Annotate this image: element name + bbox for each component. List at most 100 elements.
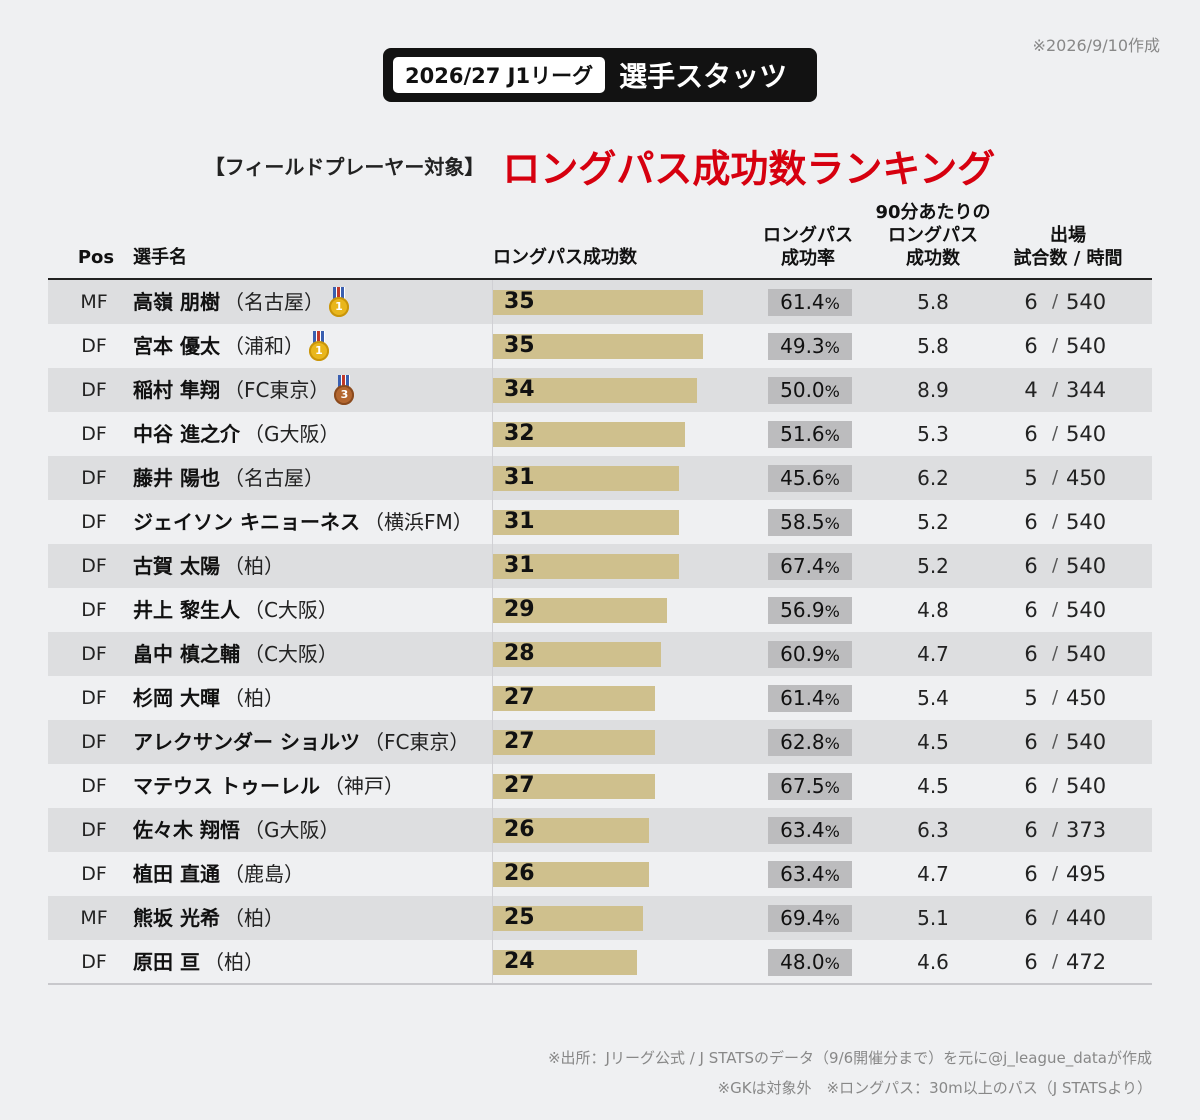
position-label: DF (81, 951, 107, 973)
games-played: 6 (1024, 510, 1038, 534)
player-cell: 井上 黎生人 （C大阪） (133, 588, 338, 632)
col-header-apps: 出場 試合数 / 時間 (1003, 224, 1133, 270)
success-rate-value: 61.4 (780, 290, 825, 314)
col-header-per90-line2: ロングパス (888, 225, 978, 246)
games-played: 6 (1024, 862, 1038, 886)
col-header-apps-line1: 出場 (1050, 225, 1086, 246)
games-played: 6 (1024, 774, 1038, 798)
table-row: DF 古賀 太陽 （柏） 31 67.4% 5.2 6 / 540 (48, 544, 1152, 588)
player-club: （柏） (223, 906, 284, 930)
apps-separator: / (1051, 863, 1059, 884)
percent-unit: % (824, 646, 840, 665)
apps-separator: / (1051, 335, 1059, 356)
long-pass-value: 24 (504, 949, 535, 974)
position-label: MF (80, 907, 108, 929)
games-played: 6 (1024, 950, 1038, 974)
player-name: 稲村 隼翔 (133, 378, 220, 402)
player-cell: 稲村 隼翔 （FC東京） 3 (133, 368, 355, 412)
long-pass-value: 31 (504, 553, 535, 578)
player-club: （G大阪） (243, 818, 340, 842)
success-rate-box: 69.4% (768, 905, 852, 932)
success-rate-value: 63.4 (780, 818, 825, 842)
col-header-pos: Pos (77, 247, 115, 268)
minutes-played: 344 (1066, 378, 1107, 402)
apps-separator: / (1051, 907, 1059, 928)
long-pass-value: 28 (504, 641, 535, 666)
table-row: DF 中谷 進之介 （G大阪） 32 51.6% 5.3 6 / 540 (48, 412, 1152, 456)
long-pass-value: 27 (504, 729, 535, 754)
success-rate-value: 62.8 (780, 730, 825, 754)
long-pass-bar (493, 862, 649, 887)
minutes-played: 540 (1066, 730, 1107, 754)
success-rate-box: 61.4% (768, 289, 852, 316)
games-played: 6 (1024, 334, 1038, 358)
long-pass-bar (493, 334, 703, 359)
long-pass-bar (493, 598, 667, 623)
col-header-long-pass: ロングパス成功数 (493, 247, 637, 268)
per90-value: 6.3 (917, 818, 949, 842)
success-rate-value: 50.0 (780, 378, 825, 402)
per90-value: 6.2 (917, 466, 949, 490)
apps-separator: / (1051, 423, 1059, 444)
player-name: ジェイソン キニョーネス (133, 510, 360, 534)
apps-separator: / (1051, 643, 1059, 664)
games-played: 6 (1024, 818, 1038, 842)
apps-separator: / (1051, 291, 1059, 312)
table-row: DF 佐々木 翔悟 （G大阪） 26 63.4% 6.3 6 / 373 (48, 808, 1152, 852)
per90-value: 5.1 (917, 906, 949, 930)
title-row: 【フィールドプレーヤー対象】 ロングパス成功数ランキング (0, 138, 1200, 192)
position-label: DF (81, 335, 107, 357)
per90-value: 4.8 (917, 598, 949, 622)
apps-separator: / (1051, 819, 1059, 840)
minutes-played: 540 (1066, 290, 1107, 314)
percent-unit: % (824, 514, 840, 533)
success-rate-box: 62.8% (768, 729, 852, 756)
success-rate-value: 67.4 (780, 554, 825, 578)
player-cell: 畠中 槙之輔 （C大阪） (133, 632, 338, 676)
minutes-played: 450 (1066, 466, 1107, 490)
per90-value: 4.7 (917, 642, 949, 666)
success-rate-box: 56.9% (768, 597, 852, 624)
percent-unit: % (824, 602, 840, 621)
percent-unit: % (824, 954, 840, 973)
per90-value: 4.5 (917, 774, 949, 798)
per90-value: 5.8 (917, 290, 949, 314)
col-header-player: 選手名 (133, 247, 187, 268)
player-cell: 植田 直通 （鹿島） (133, 852, 304, 896)
player-club: （名古屋） (223, 290, 324, 314)
player-club: （FC東京） (363, 730, 470, 754)
per90-value: 5.4 (917, 686, 949, 710)
long-pass-value: 35 (504, 333, 535, 358)
apps-separator: / (1051, 511, 1059, 532)
per90-value: 4.7 (917, 862, 949, 886)
apps-separator: / (1051, 687, 1059, 708)
per90-value: 5.3 (917, 422, 949, 446)
success-rate-value: 56.9 (780, 598, 825, 622)
success-rate-box: 67.4% (768, 553, 852, 580)
long-pass-value: 32 (504, 421, 535, 446)
position-label: DF (81, 775, 107, 797)
player-cell: 熊坂 光希 （柏） (133, 896, 284, 940)
apps-separator: / (1051, 775, 1059, 796)
position-label: DF (81, 731, 107, 753)
success-rate-box: 61.4% (768, 685, 852, 712)
success-rate-box: 48.0% (768, 949, 852, 976)
col-header-per90-line1: 90分あたりの (875, 202, 991, 223)
player-name: マテウス トゥーレル (133, 774, 320, 798)
medal-ribbon (332, 287, 345, 299)
player-club: （FC東京） (223, 378, 330, 402)
table-row: DF マテウス トゥーレル （神戸） 27 67.5% 4.5 6 / 540 (48, 764, 1152, 808)
player-name: 井上 黎生人 (133, 598, 240, 622)
medal-ribbon (338, 375, 351, 387)
success-rate-value: 67.5 (780, 774, 825, 798)
player-club: （柏） (203, 950, 264, 974)
position-label: DF (81, 863, 107, 885)
created-date: ※2026/9/10作成 (1032, 36, 1160, 55)
player-cell: 中谷 進之介 （G大阪） (133, 412, 339, 456)
player-name: 畠中 槙之輔 (133, 642, 240, 666)
position-label: MF (80, 291, 108, 313)
player-cell: ジェイソン キニョーネス （横浜FM） (133, 500, 473, 544)
table-row: DF 稲村 隼翔 （FC東京） 3 34 50.0% 8.9 4 / 344 (48, 368, 1152, 412)
success-rate-value: 58.5 (780, 510, 825, 534)
medal-ribbon (312, 331, 325, 343)
